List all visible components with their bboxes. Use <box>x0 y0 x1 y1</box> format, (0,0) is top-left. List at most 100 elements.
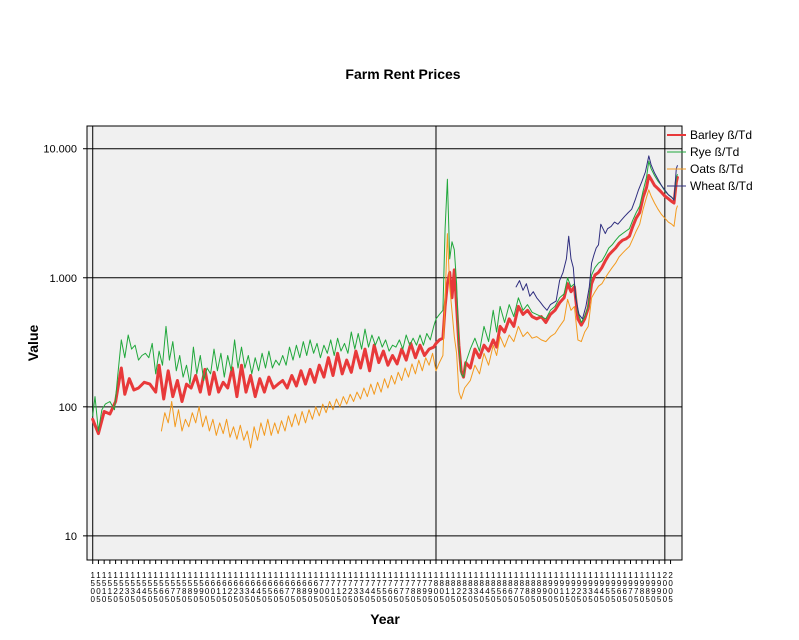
chart-title: Farm Rent Prices <box>345 66 460 82</box>
series-line-4 <box>515 155 678 320</box>
x-axis-title: Year <box>370 611 400 627</box>
y-tick-label: 100 <box>59 402 77 414</box>
x-tick-labels: 1 5 0 01 5 0 51 5 1 01 5 1 51 5 2 01 5 2 51 5 3 01 5 3 51 5 4 01 5 4 5… <box>90 560 673 604</box>
series-line-1 <box>91 174 679 436</box>
y-tick-labels: 10 100 1.000 10.000 <box>43 144 87 543</box>
y-tick-label: 1.000 <box>49 273 77 285</box>
legend-label: Rye ß/Td <box>690 145 739 159</box>
series-line-3 <box>160 189 678 449</box>
y-gridlines <box>87 148 682 537</box>
y-tick-label: 10 <box>65 531 77 543</box>
legend-label: Barley ß/Td <box>690 128 752 142</box>
y-tick-label: 10.000 <box>43 144 77 156</box>
legend-label: Oats ß/Td <box>690 162 743 176</box>
y-axis-title: Value <box>25 325 41 362</box>
series-lines <box>91 155 679 449</box>
